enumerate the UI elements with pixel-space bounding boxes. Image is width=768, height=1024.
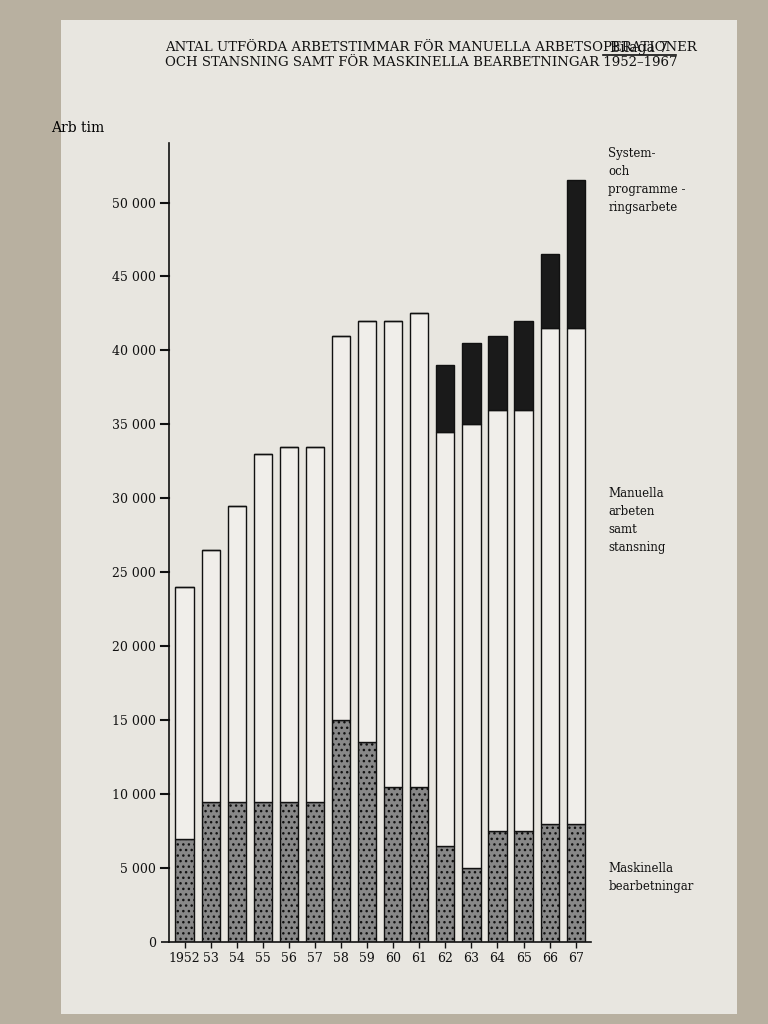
Text: OCH STANSNING SAMT FÖR MASKINELLA BEARBETNINGAR 1952–1967: OCH STANSNING SAMT FÖR MASKINELLA BEARBE…: [165, 56, 677, 70]
Bar: [567, 329, 585, 823]
Bar: [436, 432, 455, 846]
Bar: [358, 321, 376, 742]
Bar: [332, 336, 350, 720]
Bar: [488, 831, 507, 942]
Bar: [462, 868, 481, 942]
Text: ANTAL UTFÖRDA ARBETSTIMMAR FÖR MANUELLA ARBETSOPERATIONER: ANTAL UTFÖRDA ARBETSTIMMAR FÖR MANUELLA …: [165, 41, 697, 54]
Bar: [515, 410, 533, 831]
Bar: [384, 786, 402, 942]
Bar: [436, 366, 455, 432]
Bar: [541, 823, 559, 942]
Text: System-
och
programme -
ringsarbete: System- och programme - ringsarbete: [608, 147, 686, 214]
Text: Maskinella
bearbetningar: Maskinella bearbetningar: [608, 862, 694, 893]
Bar: [201, 802, 220, 942]
Bar: [280, 446, 298, 802]
Bar: [541, 254, 559, 329]
Bar: [488, 336, 507, 410]
Bar: [436, 846, 455, 942]
Bar: [306, 802, 324, 942]
Bar: [515, 321, 533, 410]
Bar: [462, 424, 481, 868]
Bar: [175, 587, 194, 839]
Text: Arb tim: Arb tim: [51, 122, 104, 135]
Bar: [280, 802, 298, 942]
Bar: [515, 831, 533, 942]
Bar: [462, 343, 481, 424]
Bar: [410, 313, 429, 786]
Text: Bilaga 7: Bilaga 7: [610, 41, 668, 55]
Bar: [567, 823, 585, 942]
Bar: [332, 720, 350, 942]
Bar: [253, 802, 272, 942]
Bar: [358, 742, 376, 942]
Text: Manuella
arbeten
samt
stansning: Manuella arbeten samt stansning: [608, 486, 666, 554]
Bar: [201, 550, 220, 802]
Bar: [253, 454, 272, 802]
Bar: [488, 410, 507, 831]
Bar: [227, 506, 246, 802]
Bar: [175, 839, 194, 942]
Bar: [227, 802, 246, 942]
Bar: [541, 329, 559, 823]
Bar: [306, 446, 324, 802]
Bar: [384, 321, 402, 786]
Bar: [567, 180, 585, 329]
Bar: [410, 786, 429, 942]
